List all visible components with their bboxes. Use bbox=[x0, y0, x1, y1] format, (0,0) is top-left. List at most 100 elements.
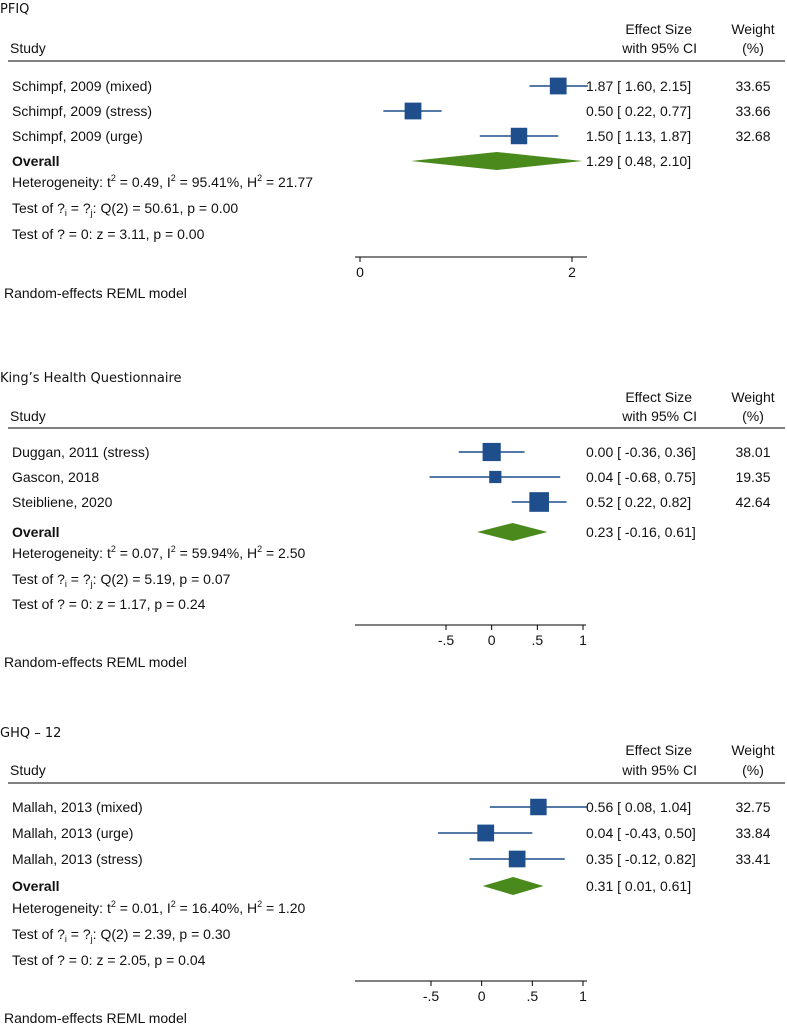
study-column-header: Study bbox=[10, 762, 46, 778]
effect-size-header: Effect Size bbox=[625, 21, 692, 37]
ci-header: with 95% CI bbox=[621, 408, 697, 424]
study-label: Gascon, 2018 bbox=[12, 469, 99, 485]
study-effect-marker bbox=[549, 77, 567, 95]
study-effect-ci: 0.52 [ 0.22, 0.82] bbox=[586, 494, 691, 510]
x-axis-tick-label: 0 bbox=[478, 988, 486, 1004]
weight-header: Weight bbox=[731, 21, 774, 37]
study-effect-ci: 0.04 [ -0.68, 0.75] bbox=[586, 469, 696, 485]
het-sup: 2 bbox=[111, 544, 116, 554]
study-weight: 19.35 bbox=[735, 469, 770, 485]
study-effect-ci: 0.04 [ -0.43, 0.50] bbox=[586, 825, 696, 841]
study-effect-ci: 0.56 [ 0.08, 1.04] bbox=[586, 799, 691, 815]
ci-header: with 95% CI bbox=[621, 762, 697, 778]
study-column-header: Study bbox=[10, 408, 46, 424]
test-sub-j: j bbox=[90, 208, 93, 218]
het-sup: 2 bbox=[111, 173, 116, 183]
test-rest: : Q(2) = 2.39, p = 0.30 bbox=[93, 926, 231, 942]
het-sup: 2 bbox=[171, 544, 176, 554]
study-weight: 32.68 bbox=[735, 128, 770, 144]
test-sub-i: i bbox=[65, 934, 67, 944]
forest-panel-2: King’s Health Questionnaire Study Effect S… bbox=[0, 371, 785, 670]
study-label: Steibliene, 2020 bbox=[12, 494, 113, 510]
study-effect-marker bbox=[508, 850, 526, 868]
heterogeneity-stats: Heterogeneity: t2 = 0.01, I2 = 16.40%, H… bbox=[12, 899, 306, 916]
study-effect-marker bbox=[482, 442, 501, 462]
study-effect-marker bbox=[489, 470, 502, 484]
het-i2: = 95.41%, H bbox=[176, 174, 257, 190]
study-weight: 32.75 bbox=[735, 799, 770, 815]
test-sub-j: j bbox=[90, 934, 93, 944]
forest-panel-3: GHQ – 12 Study Effect Size with 95% CI Weigh… bbox=[0, 726, 785, 1026]
x-axis-tick-label: .5 bbox=[531, 632, 543, 648]
study-effect-ci: 1.50 [ 1.13, 1.87] bbox=[586, 128, 691, 144]
study-effect-ci: 1.87 [ 1.60, 2.15] bbox=[586, 78, 691, 94]
weight-unit-header: (%) bbox=[742, 40, 764, 56]
panel-title: King’s Health Questionnaire bbox=[0, 371, 182, 386]
test-zero-effect: Test of ? = 0: z = 1.17, p = 0.24 bbox=[12, 596, 206, 612]
study-label: Mallah, 2013 (mixed) bbox=[12, 799, 143, 815]
overall-label: Overall bbox=[12, 878, 59, 894]
effect-size-header: Effect Size bbox=[625, 389, 692, 405]
het-h2: = 21.77 bbox=[262, 174, 313, 190]
test-zero-effect: Test of ? = 0: z = 2.05, p = 0.04 bbox=[12, 952, 206, 968]
study-weight: 33.84 bbox=[735, 825, 770, 841]
x-axis-tick-label: 2 bbox=[568, 264, 576, 280]
overall-label: Overall bbox=[12, 153, 59, 169]
study-column-header: Study bbox=[10, 40, 46, 56]
het-prefix: Heterogeneity: t bbox=[12, 900, 111, 916]
model-note: Random-effects REML model bbox=[4, 285, 187, 301]
x-axis-tick-label: -.5 bbox=[438, 632, 455, 648]
het-sup: 2 bbox=[257, 544, 262, 554]
test-sub-i: i bbox=[65, 579, 67, 589]
x-axis-tick-label: .5 bbox=[526, 988, 538, 1004]
overall-label: Overall bbox=[12, 524, 59, 540]
test-sub-i: i bbox=[65, 208, 67, 218]
overall-effect-ci: 0.31 [ 0.01, 0.61] bbox=[586, 878, 691, 894]
overall-diamond bbox=[410, 152, 583, 170]
test-zero-effect: Test of ? = 0: z = 3.11, p = 0.00 bbox=[12, 226, 205, 242]
study-label: Schimpf, 2009 (stress) bbox=[12, 103, 152, 119]
study-effect-marker bbox=[529, 492, 549, 512]
study-label: Duggan, 2011 (stress) bbox=[12, 444, 149, 460]
het-h2: = 1.20 bbox=[262, 900, 305, 916]
het-tau: = 0.01, I bbox=[116, 900, 171, 916]
test-prefix: Test of ? bbox=[12, 571, 65, 587]
het-i2: = 16.40%, H bbox=[176, 900, 257, 916]
het-tau: = 0.07, I bbox=[116, 545, 171, 561]
test-between-groups: Test of ?i = ?j: Q(2) = 50.61, p = 0.00 bbox=[12, 200, 238, 218]
study-label: Mallah, 2013 (urge) bbox=[12, 825, 133, 841]
panel-title: GHQ – 12 bbox=[0, 726, 61, 741]
x-axis-tick-label: 0 bbox=[356, 264, 364, 280]
het-sup: 2 bbox=[257, 173, 262, 183]
x-axis-tick-label: 0 bbox=[488, 632, 496, 648]
study-effect-marker bbox=[404, 102, 422, 120]
study-effect-ci: 0.50 [ 0.22, 0.77] bbox=[586, 103, 691, 119]
model-note: Random-effects REML model bbox=[4, 654, 187, 670]
study-weight: 38.01 bbox=[735, 444, 770, 460]
test-prefix: Test of ? bbox=[12, 200, 65, 216]
x-axis-tick-label: 1 bbox=[579, 988, 587, 1004]
x-axis-tick-label: -.5 bbox=[423, 988, 440, 1004]
weight-header: Weight bbox=[731, 742, 774, 758]
study-effect-ci: 0.35 [ -0.12, 0.82] bbox=[586, 851, 696, 867]
het-h2: = 2.50 bbox=[262, 545, 305, 561]
overall-diamond bbox=[477, 523, 548, 541]
test-mid: = ? bbox=[67, 571, 91, 587]
het-prefix: Heterogeneity: t bbox=[12, 545, 111, 561]
het-sup: 2 bbox=[257, 899, 262, 909]
het-sup: 2 bbox=[111, 899, 116, 909]
study-label: Mallah, 2013 (stress) bbox=[12, 851, 143, 867]
effect-size-header: Effect Size bbox=[625, 742, 692, 758]
test-rest: : Q(2) = 5.19, p = 0.07 bbox=[93, 571, 231, 587]
het-tau: = 0.49, I bbox=[116, 174, 171, 190]
test-between-groups: Test of ?i = ?j: Q(2) = 5.19, p = 0.07 bbox=[12, 571, 231, 589]
x-axis-tick-label: 1 bbox=[579, 632, 587, 648]
het-sup: 2 bbox=[171, 173, 176, 183]
study-weight: 33.41 bbox=[735, 851, 770, 867]
weight-unit-header: (%) bbox=[742, 408, 764, 424]
weight-unit-header: (%) bbox=[742, 762, 764, 778]
test-rest: : Q(2) = 50.61, p = 0.00 bbox=[93, 200, 239, 216]
overall-effect-ci: 1.29 [ 0.48, 2.10] bbox=[586, 153, 691, 169]
test-mid: = ? bbox=[67, 200, 91, 216]
test-prefix: Test of ? bbox=[12, 926, 65, 942]
